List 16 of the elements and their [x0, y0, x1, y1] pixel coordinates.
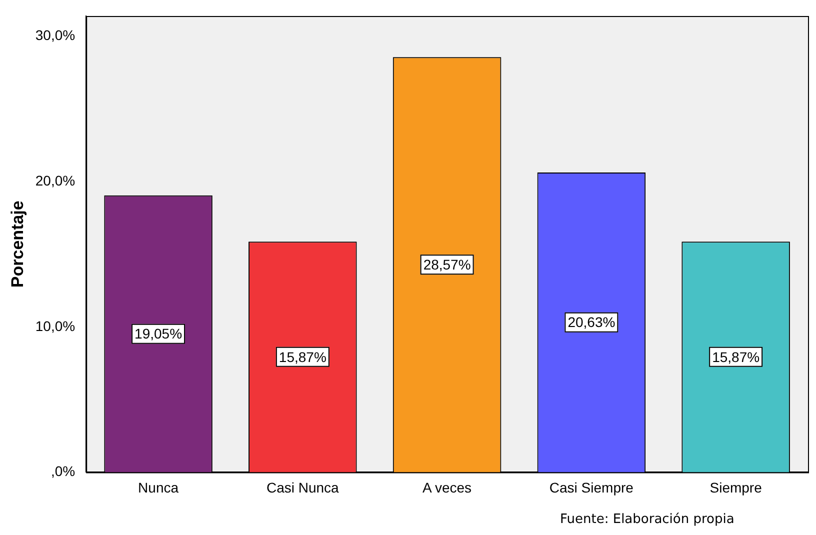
y-tick-label: 30,0% [35, 27, 76, 44]
x-tick-label: Siempre [710, 479, 762, 496]
data-label: 20,63% [568, 314, 616, 330]
x-tick-label: Casi Nunca [266, 479, 340, 496]
y-tick-label: ,0% [50, 463, 76, 480]
source-note: Fuente: Elaboración propia [560, 512, 734, 527]
y-tick-label: 20,0% [35, 172, 76, 188]
x-tick-label: A veces [422, 479, 472, 496]
data-label: 15,87% [278, 348, 326, 365]
data-label: 15,87% [712, 348, 760, 365]
y-tick-label: 10,0% [35, 318, 76, 334]
x-tick-label: Casi Siempre [549, 479, 634, 496]
y-axis-title: Porcentaje [8, 200, 27, 288]
data-label: 28,57% [423, 256, 471, 273]
x-tick-label: Nunca [138, 479, 179, 496]
data-label: 19,05% [134, 326, 182, 342]
